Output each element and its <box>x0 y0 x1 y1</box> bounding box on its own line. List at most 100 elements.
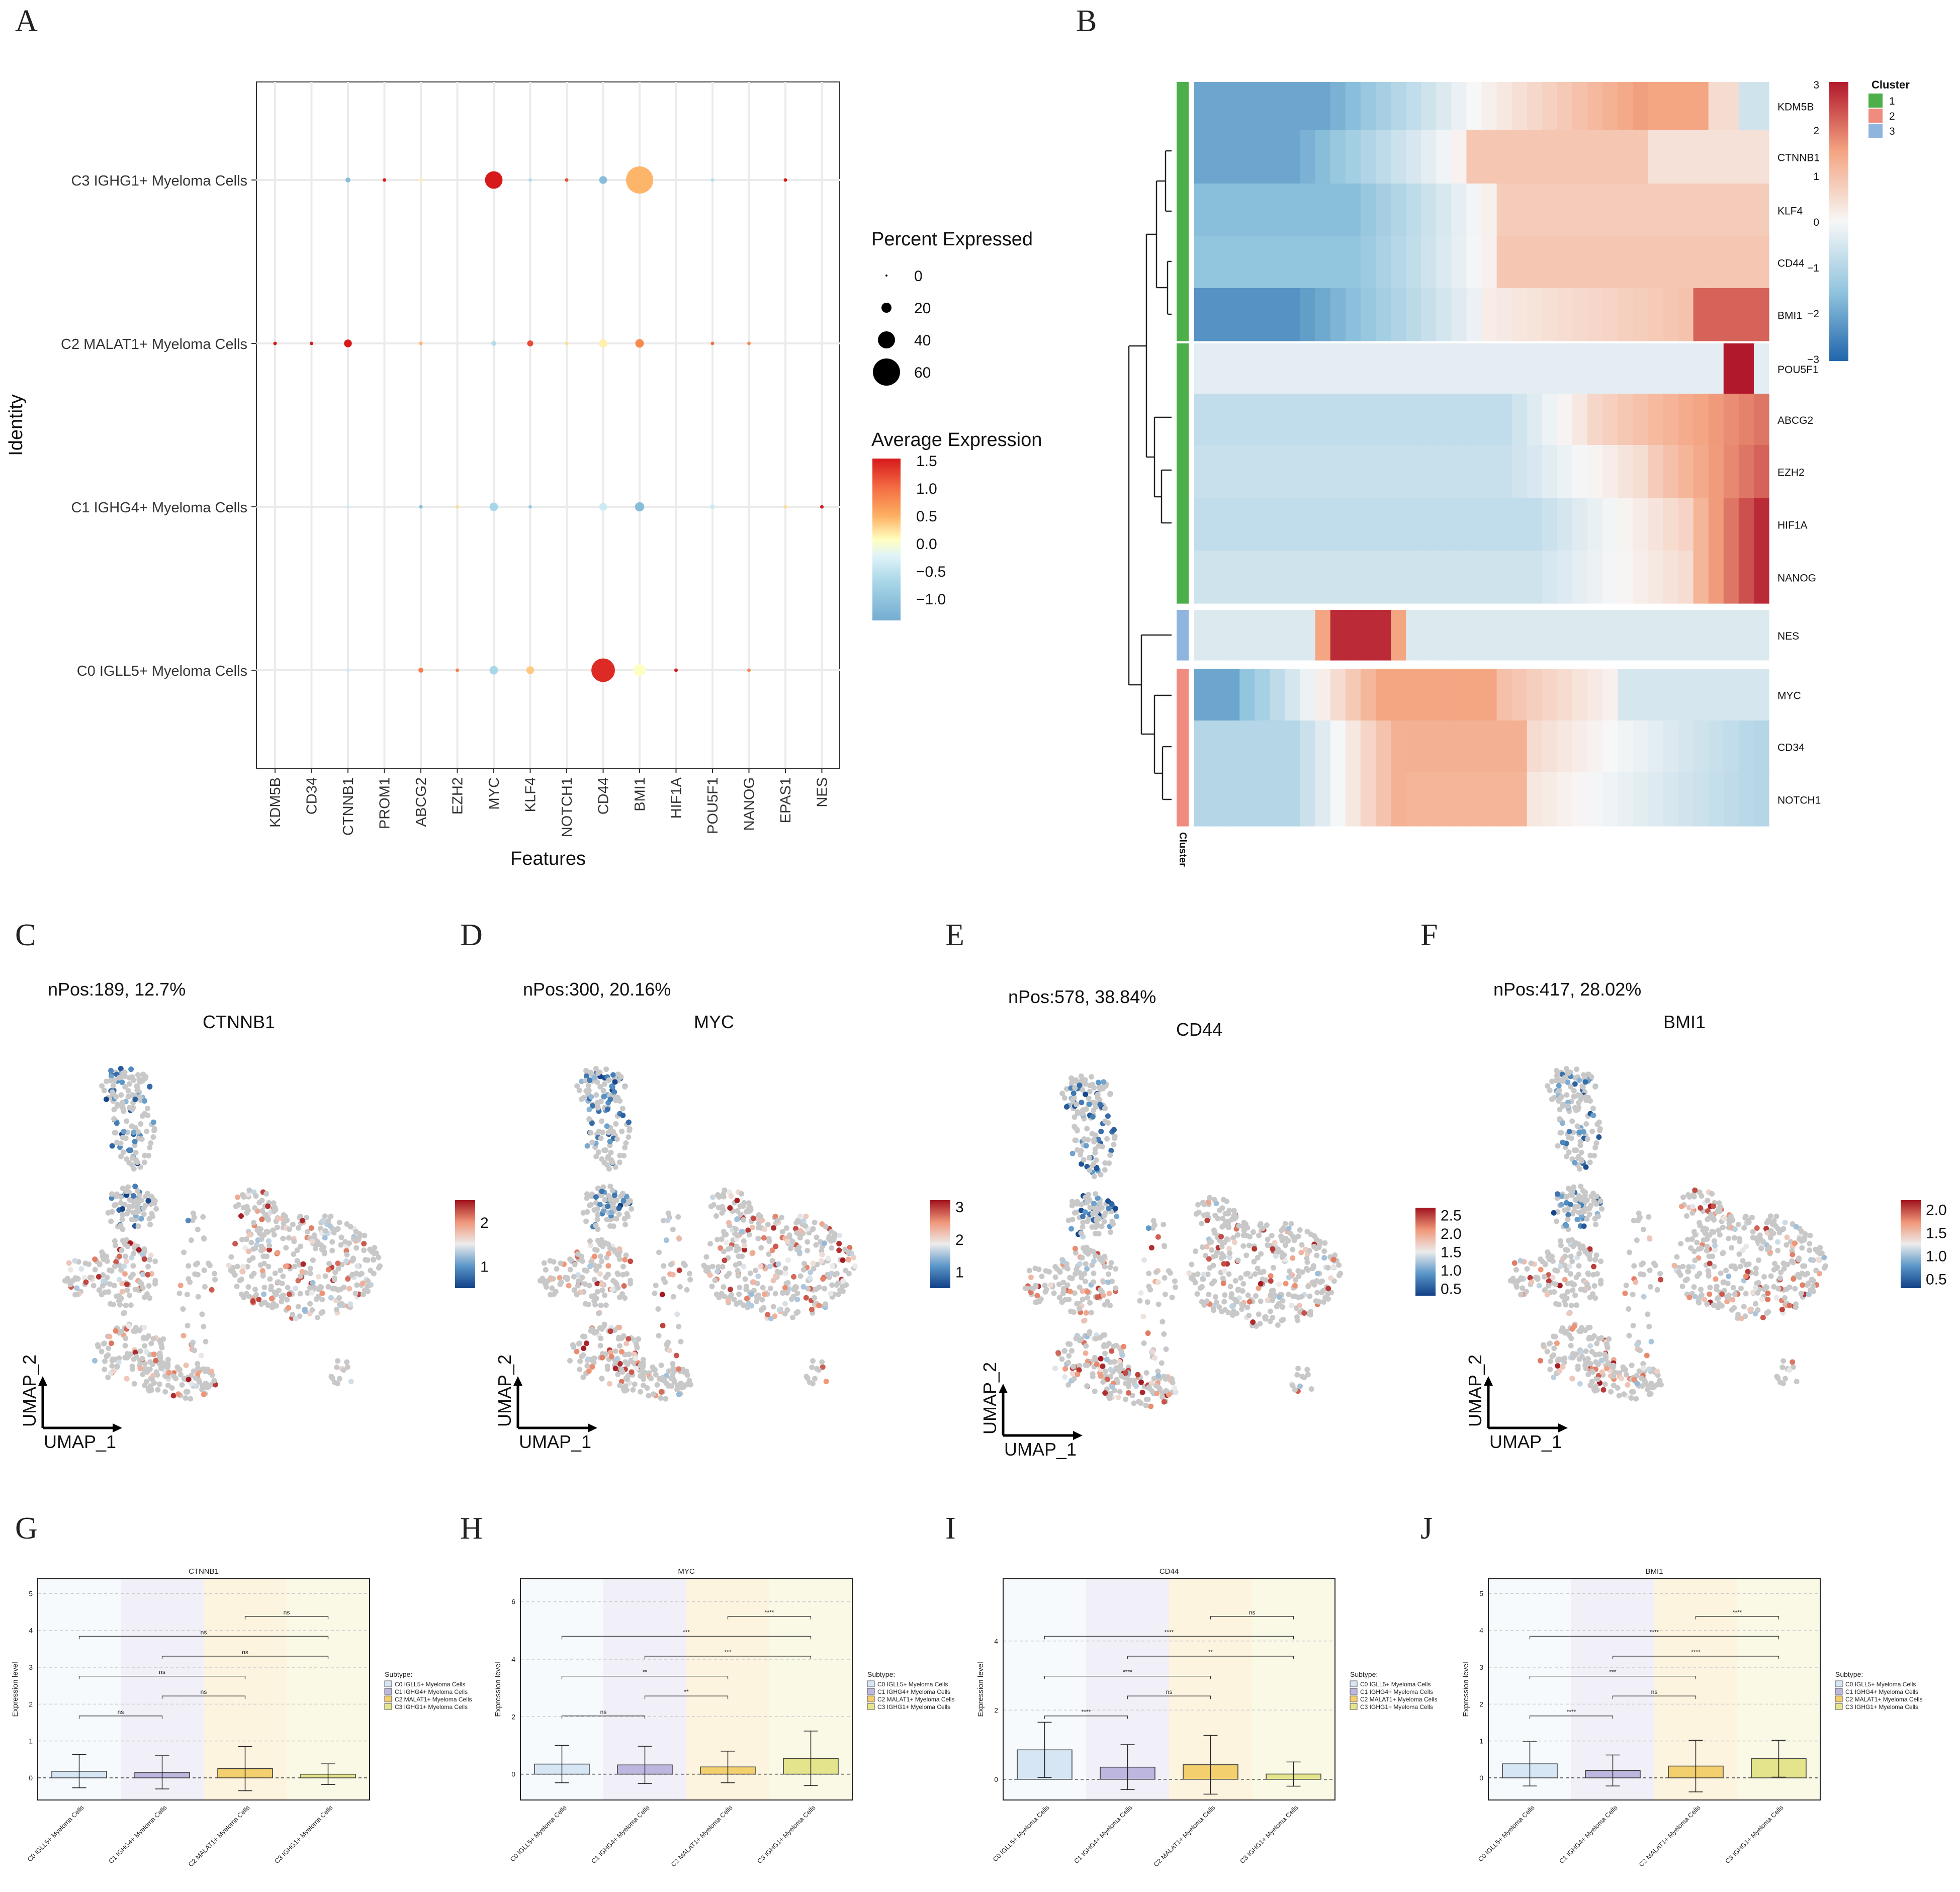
cell-point <box>124 1376 130 1382</box>
legend-label: C3 IGHG1+ Myeloma Cells <box>877 1703 950 1710</box>
heatmap-cell <box>1345 610 1361 661</box>
cell-point <box>124 1189 130 1195</box>
cell-point <box>595 1149 601 1155</box>
size-legend-label: 20 <box>914 300 931 317</box>
cell-point <box>1593 1221 1599 1227</box>
heatmap-cell <box>1209 82 1225 130</box>
cell-point <box>107 1333 113 1339</box>
cell-point <box>1146 1384 1152 1390</box>
cell-point <box>1813 1268 1819 1274</box>
cell-point <box>102 1358 108 1364</box>
heatmap-cell <box>1602 130 1618 184</box>
cell-point <box>1779 1364 1786 1370</box>
heatmap-cell <box>1224 610 1240 661</box>
cell-point <box>1275 1246 1281 1252</box>
cell-point <box>274 1224 280 1230</box>
cell-point <box>74 1285 80 1291</box>
cell-point <box>1043 1287 1049 1293</box>
cell-point <box>736 1253 742 1259</box>
cell-point <box>177 1283 184 1289</box>
cell-point <box>234 1283 240 1289</box>
heatmap-cell <box>1511 498 1528 551</box>
heatmap-cell <box>1224 720 1240 773</box>
cell-point <box>1720 1250 1726 1256</box>
heatmap-cell <box>1511 720 1528 773</box>
cell-point <box>142 1098 148 1104</box>
cell-point <box>1097 1200 1103 1206</box>
npos-label: nPos:417, 28.02% <box>1493 979 1641 1000</box>
cell-point <box>1102 1302 1108 1308</box>
cell-point <box>122 1084 128 1090</box>
heatmap-cell <box>1678 669 1694 721</box>
cell-point <box>1567 1202 1573 1208</box>
cell-point <box>1683 1213 1689 1219</box>
cell-point <box>1787 1367 1793 1373</box>
heatmap-cell <box>1496 720 1512 773</box>
cell-point <box>370 1249 376 1255</box>
cell-point <box>113 1130 119 1136</box>
cell-point <box>1280 1298 1286 1304</box>
heatmap-cell <box>1618 184 1633 237</box>
heatmap-cell <box>1527 498 1543 551</box>
cell-point <box>344 1359 350 1365</box>
heatmap-cell <box>1391 720 1406 773</box>
cell-point <box>703 1254 709 1260</box>
cell-point <box>1172 1278 1178 1284</box>
significance-bracket <box>727 1616 812 1619</box>
heatmap-cell <box>1481 184 1497 237</box>
cell-point <box>183 1362 189 1368</box>
cell-point <box>1227 1250 1233 1256</box>
cell-point <box>140 1071 146 1077</box>
cell-point <box>1153 1269 1159 1275</box>
heatmap-cell <box>1224 82 1240 130</box>
heatmap-cell <box>1542 669 1558 721</box>
cell-point <box>665 1210 671 1216</box>
cell-point <box>587 1238 593 1244</box>
heatmap-cell <box>1315 551 1331 604</box>
cell-point <box>582 1333 588 1339</box>
cell-point <box>1288 1230 1294 1236</box>
cell-point <box>186 1377 192 1383</box>
cell-point <box>1243 1271 1249 1277</box>
x-tick: C2 MALAT1+ Myeloma Cells <box>1637 1804 1702 1868</box>
cell-point <box>1313 1298 1319 1304</box>
cell-point <box>1737 1264 1743 1270</box>
cell-point <box>1075 1147 1081 1153</box>
heatmap-cell <box>1436 82 1452 130</box>
cell-point <box>309 1307 315 1313</box>
cell-point <box>1090 1279 1096 1285</box>
heatmap-cell <box>1738 498 1754 551</box>
heatmap-cell <box>1360 610 1376 661</box>
cell-point <box>1555 1356 1561 1362</box>
error-bar <box>804 1731 818 1786</box>
heatmap-cell <box>1618 551 1633 604</box>
cell-point <box>1576 1263 1582 1269</box>
cell-point <box>1083 1310 1089 1316</box>
heatmap-cell <box>1527 610 1543 661</box>
cell-point <box>735 1268 741 1274</box>
cell-point <box>116 1277 122 1283</box>
heatmap-cell <box>1648 394 1664 445</box>
heatmap-cell <box>1451 236 1467 289</box>
heatmap-cell <box>1315 82 1331 130</box>
legend-label: C3 IGHG1+ Myeloma Cells <box>1845 1703 1918 1710</box>
cell-point <box>709 1264 716 1270</box>
heatmap-cell <box>1436 551 1452 604</box>
cell-point <box>1657 1378 1663 1384</box>
cell-point <box>1200 1244 1206 1250</box>
cluster-annotation <box>1177 610 1189 661</box>
cell-point <box>127 1197 133 1203</box>
cell-point <box>676 1323 682 1329</box>
cell-point <box>191 1368 197 1374</box>
cell-point <box>1807 1232 1813 1238</box>
cell-point <box>1246 1242 1252 1248</box>
cell-point <box>1580 1072 1586 1078</box>
cell-point <box>575 1283 581 1289</box>
cell-point <box>1545 1283 1551 1289</box>
cell-point <box>597 1084 603 1090</box>
cell-point <box>1706 1253 1712 1259</box>
cell-point <box>1583 1121 1589 1127</box>
cell-point <box>1161 1331 1167 1337</box>
cell-point <box>352 1291 359 1297</box>
